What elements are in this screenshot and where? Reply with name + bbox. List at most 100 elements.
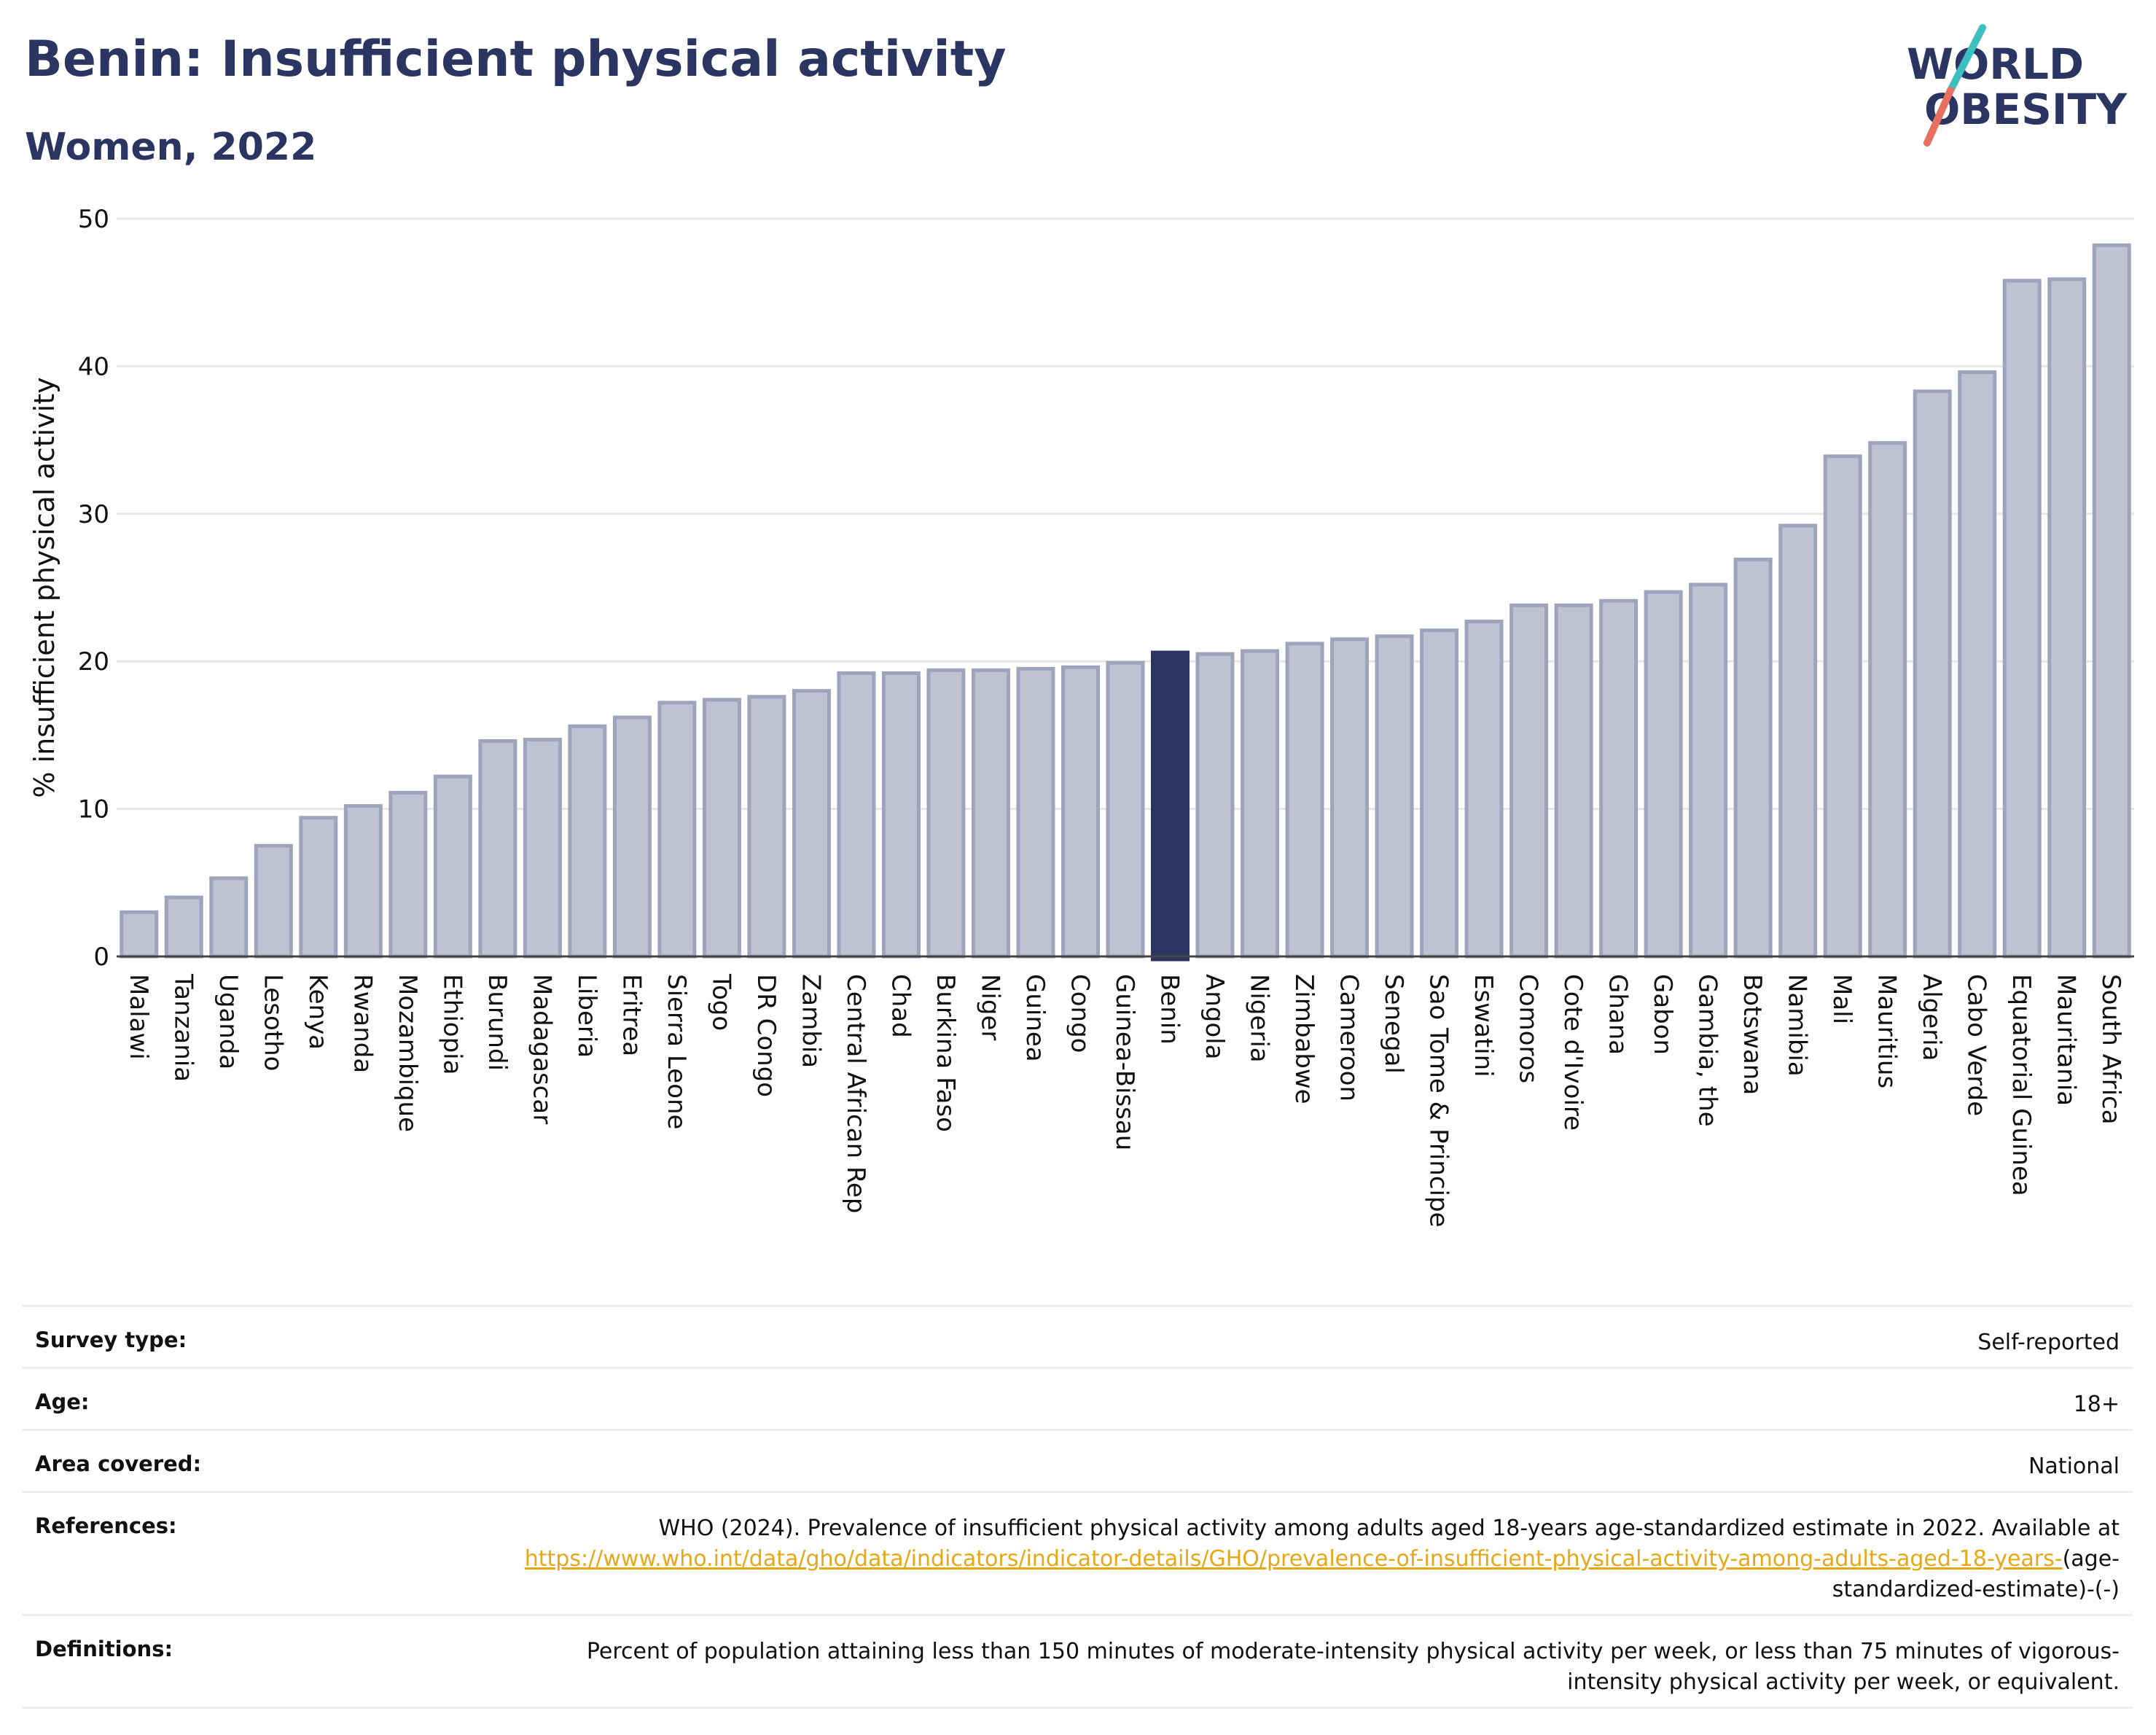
x-tick-label: Equatorial Guinea	[2007, 974, 2036, 1196]
x-tick-label: Angola	[1200, 974, 1229, 1059]
bar-angola	[1195, 652, 1235, 959]
meta-label: References:	[35, 1513, 177, 1538]
bar-burundi	[478, 738, 517, 959]
x-tick-label: Kenya	[303, 974, 332, 1050]
bar-liberia	[568, 724, 607, 959]
reference-suffix: (age-standardized-estimate)-(-)	[1832, 1546, 2120, 1602]
bar-zambia	[792, 689, 831, 959]
y-axis-label: % insufficient physical activity	[28, 377, 60, 798]
x-tick-label: Guinea-Bissau	[1110, 974, 1139, 1150]
y-tick-label: 20	[78, 647, 109, 677]
y-tick-label: 10	[78, 795, 109, 824]
reference-link[interactable]: https://www.who.int/data/gho/data/indica…	[524, 1546, 2063, 1572]
bar-gambia-the	[1689, 582, 1728, 959]
x-tick-label: Gabon	[1648, 974, 1677, 1055]
x-tick-label: Mali	[1827, 974, 1856, 1024]
x-tick-label: Gambia, the	[1693, 974, 1722, 1127]
reference-text: WHO (2024). Prevalence of insufficient p…	[658, 1516, 2120, 1541]
y-tick-label: 40	[78, 352, 109, 381]
bar-cameroon	[1330, 637, 1370, 959]
bar-botswana	[1733, 558, 1773, 959]
x-tick-label: Ghana	[1604, 974, 1633, 1055]
logo-line2: OBESITY	[1924, 85, 2128, 134]
x-tick-label: Madagascar	[527, 974, 556, 1124]
bar-togo	[702, 698, 741, 959]
y-tick-label: 50	[78, 205, 109, 234]
x-tick-label: Namibia	[1783, 974, 1812, 1077]
world-obesity-logo: WORLD OBESITY	[1907, 24, 2128, 147]
x-tick-label: Sierra Leone	[662, 974, 691, 1129]
bars	[120, 243, 2131, 962]
bar-eritrea	[612, 715, 652, 959]
x-tick-label: Burundi	[483, 974, 512, 1071]
x-tick-label: Central African Rep	[841, 974, 870, 1214]
meta-label: Area covered:	[35, 1451, 202, 1476]
x-tick-label: Eritrea	[617, 974, 646, 1056]
metadata-table: Survey type: Self-reported Age: 18+ Area…	[22, 1305, 2133, 1709]
bar-namibia	[1778, 523, 1818, 959]
bar-south-africa	[2092, 243, 2131, 959]
y-tick-labels: 0 10 20 30 40 50	[78, 205, 109, 972]
meta-value: Self-reported	[1977, 1330, 2120, 1355]
x-tick-label: Chad	[886, 974, 915, 1038]
meta-row-definitions: Definitions: Percent of population attai…	[22, 1614, 2133, 1709]
page-subtitle: Women, 2022	[25, 125, 317, 169]
logo-line1: WORLD	[1907, 39, 2084, 89]
x-tick-label: Comoros	[1514, 974, 1543, 1083]
bar-malawi	[120, 910, 159, 959]
bar-sierra-leone	[657, 701, 697, 959]
x-tick-label: Lesotho	[258, 974, 287, 1071]
x-tick-label: Algeria	[1917, 974, 1946, 1061]
meta-row-survey-type: Survey type: Self-reported	[22, 1305, 2133, 1367]
bar-benin	[1151, 650, 1190, 962]
logo-slash-teal	[1947, 24, 1986, 94]
x-tick-label: Cote d'Ivoire	[1558, 974, 1587, 1131]
meta-label: Survey type:	[35, 1327, 187, 1352]
x-tick-label: Mauritania	[2052, 974, 2081, 1106]
bar-mali	[1823, 454, 1862, 959]
bar-ghana	[1599, 599, 1639, 959]
y-tick-label: 0	[93, 943, 109, 972]
bar-mozambique	[388, 790, 428, 959]
bar-niger	[971, 668, 1010, 959]
meta-row-references: References: WHO (2024). Prevalence of in…	[22, 1491, 2133, 1614]
bar-senegal	[1375, 634, 1414, 959]
page-title: Benin: Insufficient physical activity	[25, 31, 1007, 88]
x-tick-label: Togo	[706, 973, 735, 1031]
x-tick-label: Cameroon	[1335, 974, 1364, 1102]
bar-guinea-bissau	[1106, 660, 1145, 959]
x-tick-label: DR Congo	[751, 974, 781, 1097]
bar-kenya	[299, 816, 338, 959]
x-tick-label: South Africa	[2096, 974, 2125, 1125]
bar-equatorial-guinea	[2002, 278, 2042, 959]
bar-lesotho	[254, 843, 293, 959]
logo-slash-coral	[1923, 87, 1954, 147]
x-tick-label: Burkina Faso	[931, 974, 960, 1132]
x-tick-label: Mozambique	[393, 974, 422, 1132]
bar-cote-d-ivoire	[1554, 603, 1593, 959]
bar-rwanda	[343, 804, 383, 959]
bar-eswatini	[1464, 620, 1504, 959]
x-tick-label: Benin	[1155, 974, 1184, 1045]
bar-burkina-faso	[926, 668, 966, 959]
bar-chart: 0 10 20 30 40 50 Malawi Tanzania Uganda Lesotho K…	[28, 205, 2134, 1228]
x-tick-label: Eswatini	[1469, 974, 1498, 1077]
meta-value: National	[2028, 1454, 2120, 1479]
x-tick-label: Zambia	[796, 974, 825, 1068]
meta-value: WHO (2024). Prevalence of insufficient p…	[516, 1513, 2120, 1605]
y-tick-label: 30	[78, 500, 109, 529]
x-tick-label: Mauritius	[1872, 974, 1902, 1088]
meta-row-area-covered: Area covered: National	[22, 1429, 2133, 1491]
bar-sao-tome-principe	[1420, 628, 1459, 959]
bar-zimbabwe	[1285, 642, 1324, 959]
x-tick-labels: Malawi Tanzania Uganda Lesotho Kenya Rwanda Mo…	[124, 973, 2125, 1228]
bar-congo	[1061, 665, 1100, 959]
x-tick-label: Guinea	[1020, 974, 1050, 1062]
x-tick-label: Niger	[975, 974, 1004, 1040]
bar-nigeria	[1241, 649, 1280, 959]
x-tick-label: Sao Tome & Principe	[1424, 974, 1453, 1228]
bar-algeria	[1913, 389, 1952, 959]
x-tick-label: Rwanda	[348, 974, 377, 1073]
bar-gabon	[1644, 590, 1683, 959]
x-tick-label: Ethiopia	[437, 974, 466, 1075]
